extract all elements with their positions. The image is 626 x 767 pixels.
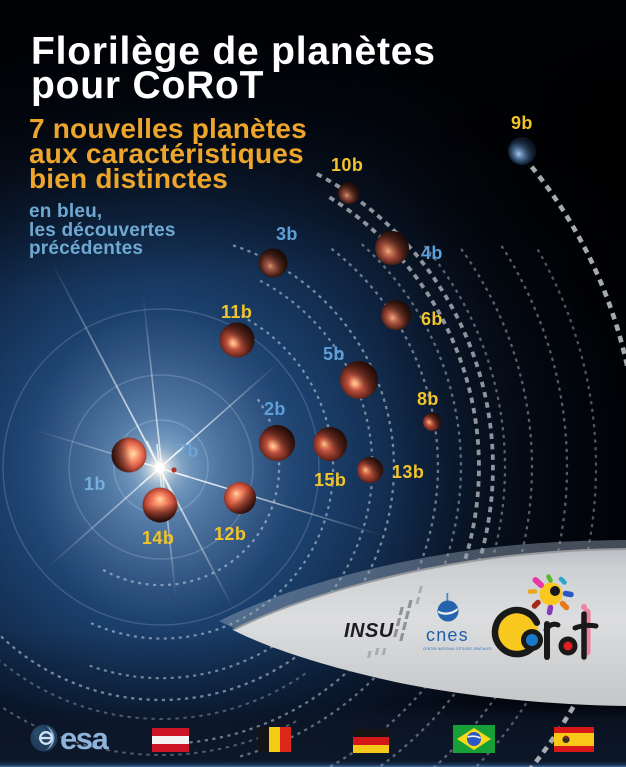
svg-text:12b: 12b xyxy=(214,524,246,544)
svg-text:3b: 3b xyxy=(276,224,298,244)
svg-text:9b: 9b xyxy=(511,113,533,133)
svg-text:esa: esa xyxy=(60,721,109,756)
svg-text:11b: 11b xyxy=(221,302,252,322)
svg-text:INSU: INSU xyxy=(344,620,394,642)
svg-text:CENTRE NATIONAL D'ETUDES SPATI: CENTRE NATIONAL D'ETUDES SPATIALES xyxy=(423,647,492,651)
svg-text:2b: 2b xyxy=(264,399,286,419)
svg-text:7b: 7b xyxy=(177,441,199,461)
svg-text:15b: 15b xyxy=(314,470,346,490)
svg-text:13b: 13b xyxy=(392,462,424,482)
svg-text:6b: 6b xyxy=(421,309,443,329)
svg-text:10b: 10b xyxy=(331,155,363,175)
svg-text:4b: 4b xyxy=(421,243,443,263)
svg-text:5b: 5b xyxy=(323,344,345,364)
svg-text:8b: 8b xyxy=(417,389,439,409)
svg-text:14b: 14b xyxy=(142,528,174,548)
svg-text:1b: 1b xyxy=(84,474,106,494)
svg-text:cnes: cnes xyxy=(426,625,469,645)
